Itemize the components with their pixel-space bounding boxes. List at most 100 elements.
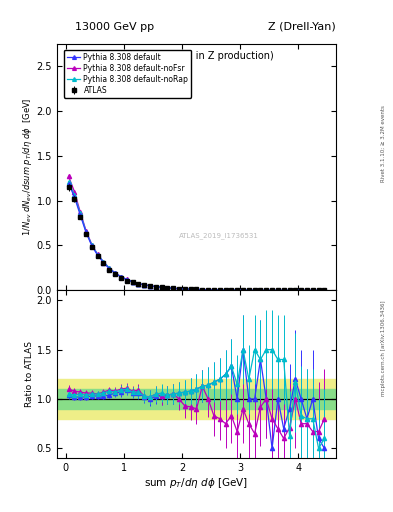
Pythia 8.308 default	[90, 243, 94, 249]
Legend: Pythia 8.308 default, Pythia 8.308 default-noFsr, Pythia 8.308 default-noRap, AT: Pythia 8.308 default, Pythia 8.308 defau…	[64, 50, 191, 98]
Pythia 8.308 default-noFsr	[153, 284, 158, 290]
Pythia 8.308 default	[182, 286, 187, 292]
Pythia 8.308 default-noFsr	[159, 284, 164, 290]
Pythia 8.308 default-noFsr	[322, 287, 327, 293]
Pythia 8.308 default	[95, 252, 100, 259]
Pythia 8.308 default-noRap	[200, 287, 205, 293]
Pythia 8.308 default	[194, 286, 199, 292]
Pythia 8.308 default-noFsr	[95, 251, 100, 258]
Pythia 8.308 default-noFsr	[130, 279, 135, 285]
Pythia 8.308 default-noRap	[177, 286, 182, 292]
Pythia 8.308 default-noFsr	[299, 287, 303, 293]
Pythia 8.308 default	[107, 266, 112, 272]
Pythia 8.308 default-noRap	[107, 265, 112, 271]
Pythia 8.308 default-noFsr	[316, 287, 321, 293]
Pythia 8.308 default-noRap	[130, 279, 135, 285]
Pythia 8.308 default-noRap	[264, 287, 268, 293]
Pythia 8.308 default	[153, 284, 158, 290]
Pythia 8.308 default-noRap	[95, 251, 100, 258]
Pythia 8.308 default	[293, 287, 298, 293]
Pythia 8.308 default	[241, 287, 245, 293]
Pythia 8.308 default	[188, 286, 193, 292]
Pythia 8.308 default	[171, 285, 176, 291]
Pythia 8.308 default	[235, 287, 240, 293]
Pythia 8.308 default-noFsr	[252, 287, 257, 293]
Pythia 8.308 default-noRap	[316, 287, 321, 293]
Pythia 8.308 default-noRap	[223, 287, 228, 293]
Pythia 8.308 default	[136, 281, 141, 287]
Pythia 8.308 default	[78, 212, 83, 218]
Pythia 8.308 default-noRap	[252, 287, 257, 293]
Pythia 8.308 default	[310, 287, 315, 293]
Y-axis label: $1/N_{ev}$ $dN_{ev}/dsum$ $p_T/d\eta$ $d\phi$  [GeV]: $1/N_{ev}$ $dN_{ev}/dsum$ $p_T/d\eta$ $d…	[21, 98, 34, 236]
Pythia 8.308 default-noFsr	[246, 287, 251, 293]
Pythia 8.308 default-noRap	[72, 192, 77, 198]
Pythia 8.308 default-noRap	[78, 210, 83, 216]
Pythia 8.308 default-noFsr	[171, 285, 176, 291]
Pythia 8.308 default	[113, 270, 118, 276]
Pythia 8.308 default	[124, 276, 129, 283]
Pythia 8.308 default	[200, 287, 205, 293]
Pythia 8.308 default-noFsr	[113, 270, 118, 276]
Pythia 8.308 default-noRap	[182, 286, 187, 292]
Pythia 8.308 default	[72, 194, 77, 200]
Pythia 8.308 default	[246, 287, 251, 293]
Pythia 8.308 default	[206, 287, 211, 293]
Pythia 8.308 default-noRap	[270, 287, 274, 293]
Pythia 8.308 default-noFsr	[287, 287, 292, 293]
Pythia 8.308 default-noRap	[229, 287, 234, 293]
Pythia 8.308 default-noFsr	[78, 209, 83, 215]
Pythia 8.308 default	[275, 287, 280, 293]
Pythia 8.308 default-noRap	[310, 287, 315, 293]
Pythia 8.308 default-noFsr	[107, 265, 112, 271]
Pythia 8.308 default-noFsr	[206, 287, 211, 293]
Pythia 8.308 default-noRap	[66, 179, 71, 185]
Pythia 8.308 default-noFsr	[142, 282, 147, 288]
Pythia 8.308 default-noFsr	[119, 273, 123, 280]
Pythia 8.308 default	[101, 260, 106, 266]
Pythia 8.308 default-noRap	[101, 259, 106, 265]
Pythia 8.308 default-noRap	[206, 287, 211, 293]
Pythia 8.308 default	[258, 287, 263, 293]
Pythia 8.308 default	[211, 287, 216, 293]
Pythia 8.308 default-noFsr	[101, 259, 106, 265]
Pythia 8.308 default	[130, 279, 135, 285]
Pythia 8.308 default-noFsr	[72, 188, 77, 195]
Text: mcplots.cern.ch [arXiv:1306.3436]: mcplots.cern.ch [arXiv:1306.3436]	[381, 301, 386, 396]
Pythia 8.308 default	[281, 287, 286, 293]
Pythia 8.308 default-noRap	[136, 281, 141, 287]
Pythia 8.308 default-noFsr	[165, 285, 170, 291]
Pythia 8.308 default-noFsr	[200, 287, 205, 293]
Pythia 8.308 default-noFsr	[229, 287, 234, 293]
Text: Rivet 3.1.10; ≥ 3.2M events: Rivet 3.1.10; ≥ 3.2M events	[381, 105, 386, 182]
Pythia 8.308 default-noFsr	[66, 173, 71, 179]
Pythia 8.308 default-noFsr	[136, 281, 141, 287]
Pythia 8.308 default-noFsr	[217, 287, 222, 293]
Pythia 8.308 default-noRap	[211, 287, 216, 293]
Pythia 8.308 default	[142, 282, 147, 288]
Text: ATLAS_2019_I1736531: ATLAS_2019_I1736531	[179, 232, 259, 240]
Pythia 8.308 default-noFsr	[241, 287, 245, 293]
Pythia 8.308 default-noRap	[124, 276, 129, 283]
Pythia 8.308 default	[84, 229, 88, 236]
Pythia 8.308 default-noFsr	[194, 287, 199, 293]
X-axis label: sum $p_T/d\eta$ $d\phi$ [GeV]: sum $p_T/d\eta$ $d\phi$ [GeV]	[144, 476, 249, 490]
Pythia 8.308 default-noRap	[119, 273, 123, 280]
Text: Nch (ATLAS UE in Z production): Nch (ATLAS UE in Z production)	[119, 51, 274, 61]
Pythia 8.308 default-noFsr	[310, 287, 315, 293]
Pythia 8.308 default-noFsr	[275, 287, 280, 293]
Pythia 8.308 default-noFsr	[281, 287, 286, 293]
Pythia 8.308 default-noFsr	[264, 287, 268, 293]
Pythia 8.308 default-noRap	[142, 282, 147, 288]
Pythia 8.308 default	[299, 287, 303, 293]
Pythia 8.308 default-noRap	[217, 287, 222, 293]
Pythia 8.308 default-noRap	[258, 287, 263, 293]
Pythia 8.308 default	[252, 287, 257, 293]
Pythia 8.308 default	[229, 287, 234, 293]
Pythia 8.308 default-noRap	[287, 287, 292, 293]
Pythia 8.308 default-noFsr	[293, 287, 298, 293]
Pythia 8.308 default	[305, 287, 309, 293]
Line: Pythia 8.308 default: Pythia 8.308 default	[66, 181, 327, 292]
Text: Z (Drell-Yan): Z (Drell-Yan)	[268, 22, 336, 32]
Pythia 8.308 default-noRap	[159, 284, 164, 290]
